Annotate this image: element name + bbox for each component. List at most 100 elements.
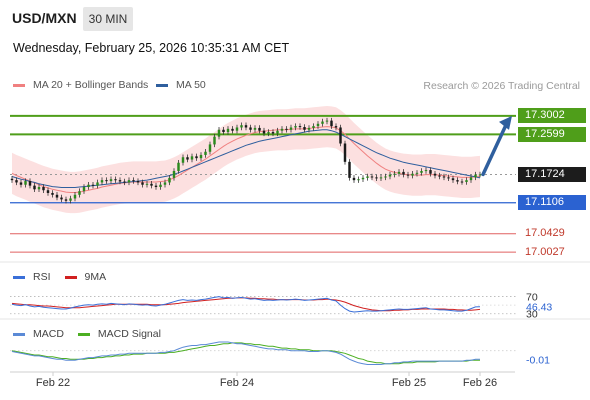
candle-24 bbox=[118, 177, 122, 185]
macd-value-label: -0.01 bbox=[526, 354, 550, 366]
macd-signal-swatch bbox=[77, 332, 90, 336]
report-datetime: Wednesday, February 25, 2026 10:35:31 AM… bbox=[13, 41, 290, 55]
x-tick-label-1: Feb 24 bbox=[219, 377, 255, 389]
candle-7 bbox=[42, 184, 45, 193]
candle-26 bbox=[127, 177, 131, 186]
candle-62 bbox=[289, 124, 293, 133]
macd-swatch bbox=[13, 332, 25, 336]
level-label-4: 17.0429 bbox=[525, 227, 565, 240]
ma50-swatch bbox=[156, 83, 168, 87]
candle-43 bbox=[204, 149, 207, 158]
candle-2 bbox=[19, 179, 23, 188]
symbol-title: USD/MXN bbox=[12, 10, 77, 26]
candle-69 bbox=[321, 118, 324, 127]
candle-74 bbox=[343, 140, 347, 165]
candle-39 bbox=[186, 154, 189, 163]
candle-22 bbox=[109, 176, 113, 184]
candle-23 bbox=[114, 176, 117, 183]
candle-75 bbox=[348, 159, 351, 181]
chart-header: USD/MXN 30 MIN Wednesday, February 25, 2… bbox=[0, 0, 590, 70]
candle-95 bbox=[438, 172, 441, 180]
candle-21 bbox=[105, 177, 108, 184]
candle-59 bbox=[276, 127, 279, 137]
rsi-line bbox=[11, 296, 481, 313]
candle-17 bbox=[87, 181, 90, 190]
ma50-label: MA 50 bbox=[176, 79, 206, 91]
rsi-ma-swatch bbox=[64, 275, 77, 279]
candle-42 bbox=[199, 152, 203, 161]
candle-35 bbox=[168, 175, 171, 186]
candle-49 bbox=[231, 126, 234, 134]
forecast-arrow-head bbox=[499, 115, 512, 130]
candle-30 bbox=[145, 181, 149, 188]
macd-legend: MACD MACD Signal bbox=[13, 328, 161, 340]
candle-19 bbox=[96, 179, 99, 189]
candle-8 bbox=[46, 187, 50, 196]
candle-15 bbox=[78, 188, 81, 198]
level-label-0: 17.3002 bbox=[518, 108, 586, 124]
candle-47 bbox=[222, 127, 225, 135]
candle-58 bbox=[271, 129, 275, 137]
timeframe-badge[interactable]: 30 MIN bbox=[83, 7, 133, 31]
candle-78 bbox=[361, 175, 365, 182]
candle-82 bbox=[379, 174, 383, 182]
rsi-ref-label-0: 70 bbox=[526, 292, 538, 304]
candle-37 bbox=[177, 159, 180, 174]
candle-36 bbox=[172, 168, 176, 181]
ma50-line bbox=[11, 129, 481, 188]
candle-67 bbox=[312, 123, 315, 131]
candle-66 bbox=[307, 125, 311, 133]
bollinger-band bbox=[12, 106, 480, 214]
candle-64 bbox=[298, 123, 302, 130]
x-tick-label-0: Feb 22 bbox=[35, 377, 71, 389]
candle-1 bbox=[15, 177, 18, 186]
candle-61 bbox=[285, 126, 288, 133]
candle-60 bbox=[280, 126, 284, 134]
candle-3 bbox=[24, 178, 27, 188]
candle-45 bbox=[213, 133, 216, 148]
ma20-label: MA 20 + Bollinger Bands bbox=[33, 79, 149, 91]
candle-29 bbox=[141, 179, 144, 188]
candle-52 bbox=[244, 122, 248, 131]
candle-57 bbox=[267, 129, 270, 137]
candle-70 bbox=[325, 117, 329, 125]
x-tick-label-2: Feb 25 bbox=[391, 377, 427, 389]
rsi-swatch bbox=[13, 275, 25, 279]
candle-13 bbox=[69, 195, 72, 204]
candle-16 bbox=[82, 184, 86, 194]
candle-87 bbox=[402, 169, 405, 178]
macd-line bbox=[11, 341, 480, 365]
candle-44 bbox=[208, 141, 212, 155]
candle-97 bbox=[447, 174, 450, 182]
candle-10 bbox=[55, 192, 59, 201]
candle-11 bbox=[60, 194, 63, 203]
macd-signal-legend-label: MACD Signal bbox=[97, 328, 161, 340]
legend-ma50: MA 50 bbox=[156, 79, 206, 91]
macd-signal-line bbox=[11, 342, 480, 365]
ma20-line bbox=[11, 126, 481, 193]
x-tick-label-3: Feb 26 bbox=[462, 377, 498, 389]
level-label-5: 17.0027 bbox=[525, 245, 565, 258]
candle-102 bbox=[469, 174, 473, 183]
candle-100 bbox=[460, 178, 464, 185]
candle-50 bbox=[235, 124, 239, 134]
rsi-value-label: 46.43 bbox=[526, 302, 552, 314]
candle-63 bbox=[294, 123, 297, 131]
candle-94 bbox=[433, 170, 437, 179]
candle-14 bbox=[73, 192, 77, 202]
candle-31 bbox=[150, 181, 153, 189]
rsi-ref-label-1: 30 bbox=[526, 309, 538, 321]
rsi-legend: RSI 9MA bbox=[13, 271, 106, 283]
candle-88 bbox=[406, 171, 410, 179]
candle-71 bbox=[330, 117, 333, 129]
candle-99 bbox=[456, 177, 459, 185]
candle-79 bbox=[366, 173, 369, 181]
candle-25 bbox=[123, 178, 126, 186]
candle-34 bbox=[163, 179, 167, 188]
candle-53 bbox=[249, 124, 252, 133]
candle-92 bbox=[424, 167, 428, 174]
candle-51 bbox=[240, 122, 243, 131]
candle-38 bbox=[181, 154, 185, 166]
candle-41 bbox=[195, 153, 198, 161]
